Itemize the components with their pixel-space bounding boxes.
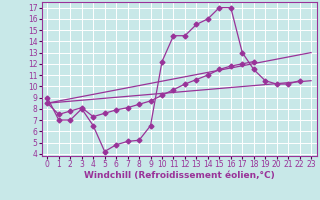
X-axis label: Windchill (Refroidissement éolien,°C): Windchill (Refroidissement éolien,°C) <box>84 171 275 180</box>
